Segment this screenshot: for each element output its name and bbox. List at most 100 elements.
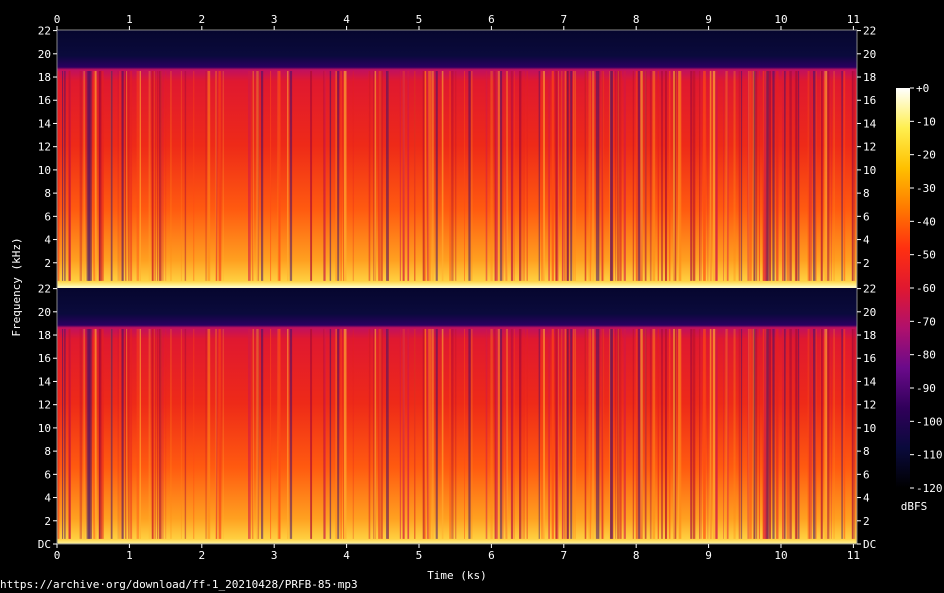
x-tick-label-bottom: 2 [198, 549, 205, 562]
spectral-streak [310, 328, 312, 539]
y-tick-label-right: 12 [863, 399, 876, 412]
colorbar-tick-label: -80 [916, 349, 936, 362]
spectral-dropout [798, 328, 800, 539]
spectral-streak [699, 70, 701, 281]
spectral-streak [673, 328, 675, 539]
spectral-streak [378, 70, 382, 281]
spectral-streak [215, 328, 218, 539]
spectral-streak [513, 70, 515, 281]
spectral-streak [94, 328, 97, 539]
spectral-streak [510, 70, 514, 281]
spectral-streak [585, 70, 587, 281]
spectral-streak [795, 70, 798, 281]
spectral-streak [808, 70, 811, 281]
spectral-streak [252, 328, 254, 539]
spectral-streak [495, 70, 498, 281]
spectral-streak [148, 70, 151, 281]
spectral-streak [619, 328, 622, 539]
spectral-streak [402, 70, 405, 281]
spectral-dropout [89, 328, 92, 539]
spectral-streak [700, 328, 702, 539]
spectral-dropout [595, 328, 599, 539]
spectral-streak [573, 70, 575, 281]
spectral-streak [501, 328, 504, 539]
spectral-streak [340, 328, 342, 539]
spectral-streak [399, 70, 401, 281]
spectral-streak [562, 70, 566, 281]
colorbar-tick-label: -120 [916, 482, 943, 495]
colorbar-tick-label: -50 [916, 249, 936, 262]
spectral-streak [795, 328, 798, 539]
spectral-streak [128, 70, 130, 281]
spectral-streak [180, 70, 182, 281]
spectral-streak [278, 328, 281, 539]
colorbar-tick-label: -70 [916, 315, 936, 328]
y-tick-label-right: 10 [863, 422, 876, 435]
spectral-streak [352, 328, 354, 539]
spectral-streak [101, 328, 102, 539]
spectral-streak [712, 70, 716, 281]
spectral-streak [373, 328, 375, 539]
spectral-streak [636, 70, 639, 281]
spectral-streak [843, 328, 846, 539]
channel-1-spectrogram [57, 30, 857, 286]
spectral-streak [827, 328, 830, 539]
spectral-streak [833, 70, 835, 281]
spectral-dropout [610, 70, 613, 281]
spectral-streak [814, 70, 817, 281]
spectral-dropout [110, 328, 113, 539]
x-tick-label-top: 3 [271, 13, 278, 26]
spectral-streak [851, 328, 853, 539]
colorbar-tick-label: -10 [916, 115, 936, 128]
spectral-streak [98, 70, 101, 281]
spectral-streak [68, 70, 71, 281]
spectral-streak [623, 328, 626, 539]
spectral-streak [756, 70, 758, 281]
y-tick-label-left: 18 [38, 71, 51, 84]
spectral-streak [762, 70, 764, 281]
spectral-streak [786, 328, 790, 539]
spectral-streak [585, 328, 587, 539]
spectral-streak [733, 70, 736, 281]
spectral-streak [763, 70, 766, 281]
spectral-dropout [798, 70, 800, 281]
spectral-streak [825, 70, 828, 281]
spectral-streak [450, 70, 454, 281]
spectral-streak [564, 328, 567, 539]
spectral-streak [119, 328, 121, 539]
spectral-streak [588, 70, 592, 281]
spectral-streak [638, 328, 642, 539]
spectral-streak [707, 70, 709, 281]
y-tick-label-left: 8 [44, 187, 51, 200]
spectral-streak [738, 328, 741, 539]
spectral-streak [494, 328, 496, 539]
spectral-streak [368, 70, 370, 281]
spectral-streak [768, 328, 771, 539]
spectral-streak [117, 328, 119, 539]
spectral-streak [125, 328, 127, 539]
spectral-streak [449, 70, 451, 281]
x-axis-label: Time (ks) [427, 569, 487, 582]
spectral-streak [373, 70, 375, 281]
spectral-streak [657, 328, 659, 539]
spectral-streak [657, 70, 659, 281]
spectral-streak [151, 328, 154, 539]
spectral-streak [678, 70, 680, 281]
spectral-streak [541, 328, 544, 539]
spectral-streak [511, 70, 514, 281]
spectral-streak [725, 328, 728, 539]
spectral-dropout [110, 70, 113, 281]
y-tick-label-right: 2 [863, 257, 870, 270]
colorbar-ticks: +0 -10 -20 -30 -40 -50 -60 -70 -80 -90 -100 -110 -12… [910, 82, 943, 495]
spectral-streak [726, 70, 728, 281]
spectral-streak [830, 328, 832, 539]
source-url: https://archive·org/download/ff-1_202104… [0, 578, 358, 591]
spectral-streak [617, 328, 619, 539]
spectral-streak [588, 328, 592, 539]
spectral-streak [170, 70, 172, 281]
spectral-streak [644, 70, 647, 281]
y-tick-label-right: 20 [863, 48, 876, 61]
spectral-streak [782, 70, 784, 281]
spectral-streak [136, 328, 139, 539]
spectral-streak [748, 328, 750, 539]
